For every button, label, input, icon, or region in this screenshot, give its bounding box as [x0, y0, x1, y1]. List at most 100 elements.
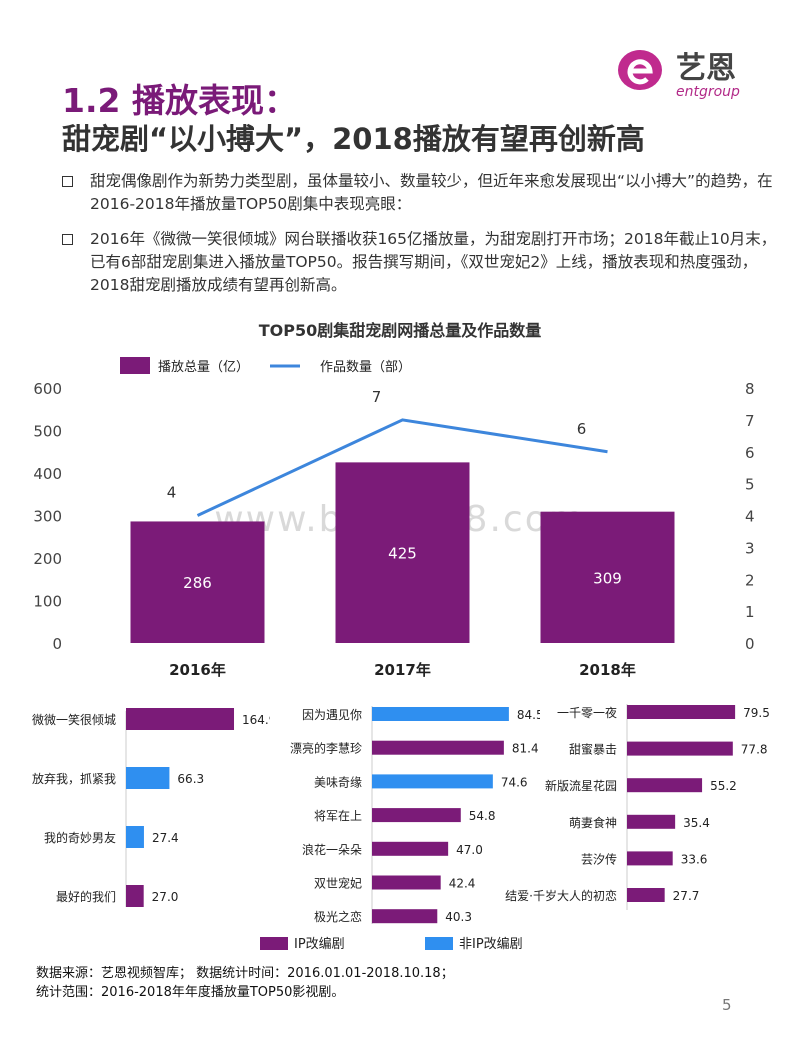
- hbar-category-label: 将军在上: [314, 809, 362, 823]
- legend-line-label: 作品数量（部）: [320, 360, 411, 375]
- line-point-label: 4: [167, 484, 177, 502]
- hbar-结爱·千岁大人的初恋: [627, 888, 665, 902]
- left-axis-tick-label: 300: [33, 508, 62, 526]
- legend-nonip-swatch: [425, 937, 453, 950]
- bullet-square-icon: [62, 234, 73, 245]
- data-source-note: 数据来源：艺恩视频智库； 数据统计时间：2016.01.01-2018.10.1…: [36, 964, 454, 1002]
- legend-ip-label: IP改编剧: [294, 937, 345, 952]
- x-axis-category-label: 2016年: [169, 661, 226, 679]
- page-title: 1.2 播放表现：: [62, 81, 297, 120]
- legend-bar-swatch: [120, 357, 150, 374]
- page-number: 5: [722, 996, 732, 1014]
- right-axis-tick-label: 1: [745, 603, 755, 621]
- hbar-category-label: 新版流星花园: [545, 778, 617, 793]
- hbar-甜蜜暴击: [627, 741, 733, 756]
- legend-ip-swatch: [260, 937, 288, 950]
- hbar-芸汐传: [627, 851, 673, 866]
- right-axis-tick-label: 0: [745, 635, 755, 653]
- hbar-极光之恋: [372, 909, 438, 924]
- hbar-value-label: 54.8: [469, 809, 496, 823]
- hbar-category-label: 结爱·千岁大人的初恋: [505, 888, 617, 903]
- right-axis-tick-label: 3: [745, 539, 755, 557]
- bar-value-label: 286: [183, 574, 212, 592]
- left-axis-tick-label: 500: [33, 423, 62, 441]
- main-combo-chart: 播放总量（亿） 作品数量（部） 0 100 200 300 400 500 600 0 1 2 3 4 5 6…: [33, 357, 755, 679]
- hbar-chart-2017: 因为遇见你 84.5 漂亮的李慧珍 81.4 美味奇缘 74.6 将军在上 54.8 浪花一朵朵…: [290, 706, 540, 924]
- hbar-一千零一夜: [627, 705, 736, 719]
- hbar-value-label: 33.6: [681, 852, 708, 866]
- hbar-value-label: 81.4: [512, 742, 539, 756]
- hbar-category-label: 微微一笑很倾城: [32, 712, 116, 727]
- hbar-value-label: 77.8: [741, 743, 768, 757]
- hbar-chart-2018: 一千零一夜 79.5 甜蜜暴击 77.8 新版流星花园 55.2 萌妻食神 35.4 芸汐传 33…: [505, 704, 770, 910]
- line-point-label: 6: [577, 420, 587, 438]
- hbar-value-label: 27.0: [152, 890, 179, 904]
- logo-text: 艺恩: [676, 51, 736, 86]
- hbar-category-label: 漂亮的李慧珍: [290, 741, 362, 756]
- hbar-category-label: 浪花一朵朵: [302, 842, 362, 857]
- left-axis-tick-label: 0: [52, 635, 62, 653]
- hbar-将军在上: [372, 808, 461, 823]
- legend-bar-label: 播放总量（亿）: [158, 360, 249, 375]
- left-axis-tick-label: 100: [33, 593, 62, 611]
- hbar-category-label: 一千零一夜: [557, 705, 617, 720]
- hbar-category-label: 极光之恋: [314, 909, 362, 924]
- bar-value-label: 425: [388, 545, 417, 563]
- right-axis-tick-label: 4: [745, 508, 755, 526]
- hbar-category-label: 萌妻食神: [569, 815, 617, 830]
- bullet-point-2: 2016年《微微一笑很倾城》网台联播收获165亿播放量，为甜宠剧打开市场；201…: [62, 228, 782, 297]
- hbar-value-label: 27.4: [152, 831, 179, 845]
- chart-title: TOP50剧集甜宠剧网播总量及作品数量: [258, 321, 542, 340]
- hbar-value-label: 35.4: [683, 816, 710, 830]
- hbar-value-label: 66.3: [177, 772, 204, 786]
- source-line-2: 统计范围：2016-2018年年度播放量TOP50影视剧。: [36, 985, 345, 1000]
- logo-subtext: entgroup: [676, 84, 740, 100]
- hbar-萌妻食神: [627, 814, 676, 829]
- bar-2016年: [130, 521, 265, 643]
- legend-nonip-label: 非IP改编剧: [459, 937, 523, 952]
- right-axis-tick-label: 5: [745, 476, 755, 494]
- hbar-value-label: 40.3: [445, 910, 472, 924]
- hbar-value-label: 79.5: [743, 706, 770, 720]
- right-axis-tick-label: 8: [745, 380, 755, 398]
- hbar-category-label: 芸汐传: [581, 851, 617, 866]
- hbar-category-label: 我的奇妙男友: [44, 830, 116, 845]
- hbar-放弃我，抓紧我: [126, 767, 170, 789]
- bullet-text: 甜宠偶像剧作为新势力类型剧，虽体量较小、数量较少，但近年来愈发展现出“以小搏大”…: [90, 172, 773, 213]
- hbar-value-label: 164.9: [242, 713, 270, 727]
- hbar-美味奇缘: [372, 774, 493, 789]
- x-axis-category-label: 2018年: [579, 661, 636, 679]
- hbar-category-label: 美味奇缘: [314, 775, 362, 789]
- left-axis-tick-label: 400: [33, 465, 62, 483]
- right-axis-tick-label: 2: [745, 571, 755, 589]
- hbar-category-label: 最好的我们: [56, 889, 116, 904]
- hbar-最好的我们: [126, 885, 144, 907]
- line-point-label: 7: [372, 388, 382, 406]
- bullet-text: 2016年《微微一笑很倾城》网台联播收获165亿播放量，为甜宠剧打开市场；201…: [90, 230, 777, 294]
- bar-value-label: 309: [593, 569, 622, 587]
- hbar-category-label: 双世宠妃: [314, 876, 362, 891]
- hbar-value-label: 74.6: [501, 775, 528, 789]
- right-axis-tick-label: 6: [745, 444, 755, 462]
- hbar-category-label: 因为遇见你: [302, 708, 362, 722]
- hbar-chart-2016: 微微一笑很倾城 164.9 放弃我，抓紧我 66.3 我的奇妙男友 27.4 最好的我们 27…: [32, 708, 270, 907]
- hbar-category-label: 放弃我，抓紧我: [32, 771, 116, 786]
- source-line-1: 数据来源：艺恩视频智库； 数据统计时间：2016.01.01-2018.10.1…: [36, 966, 454, 981]
- page-subtitle: 甜宠剧“以小搏大”，2018播放有望再创新高: [62, 122, 645, 156]
- hbar-浪花一朵朵: [372, 841, 449, 856]
- hbar-新版流星花园: [627, 778, 703, 793]
- bar-2018年: [540, 511, 675, 643]
- bullet-square-icon: [62, 176, 73, 187]
- right-axis-tick-label: 7: [745, 412, 755, 430]
- works-count-line: [196, 418, 608, 517]
- hbar-value-label: 55.2: [710, 779, 737, 793]
- bottom-legend: IP改编剧 非IP改编剧: [260, 937, 523, 952]
- hbar-我的奇妙男友: [126, 826, 144, 848]
- entgroup-logo: 艺恩 entgroup: [618, 50, 740, 100]
- hbar-value-label: 47.0: [456, 843, 483, 857]
- hbar-category-label: 甜蜜暴击: [569, 742, 617, 757]
- hbar-value-label: 84.5: [517, 708, 540, 722]
- hbar-漂亮的李慧珍: [372, 740, 504, 755]
- x-axis-category-label: 2017年: [374, 661, 431, 679]
- bar-2017年: [335, 462, 470, 643]
